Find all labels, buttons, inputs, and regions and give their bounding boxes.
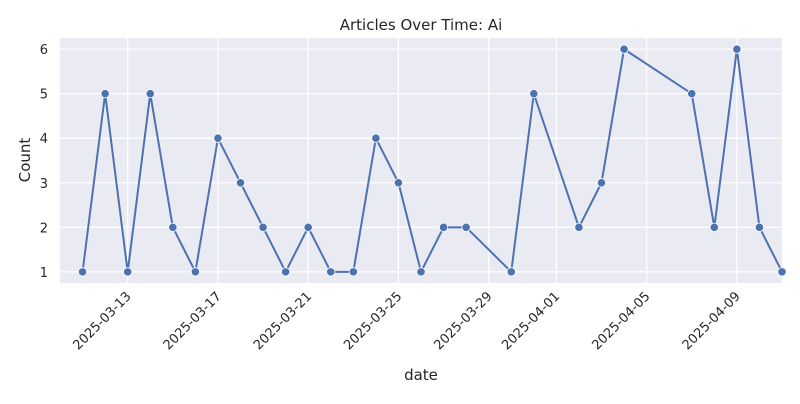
- data-point: [348, 267, 358, 277]
- data-point: [258, 222, 268, 232]
- x-tick-label: 2025-03-21: [251, 289, 315, 353]
- x-tick-label: 2025-03-17: [161, 289, 225, 353]
- data-point: [709, 222, 719, 232]
- data-point: [371, 133, 381, 143]
- data-point: [687, 89, 697, 99]
- x-tick-label: 2025-04-01: [499, 289, 563, 353]
- data-point: [168, 222, 178, 232]
- data-point: [190, 267, 200, 277]
- x-tick-label: 2025-03-13: [70, 289, 134, 353]
- data-point: [416, 267, 426, 277]
- data-point: [461, 222, 471, 232]
- data-point: [393, 178, 404, 188]
- series-line: [81, 47, 783, 276]
- data-point: [281, 267, 291, 277]
- chart-title: Articles Over Time: Ai: [340, 16, 503, 34]
- data-point: [303, 222, 313, 232]
- data-point: [529, 89, 539, 99]
- y-tick-labels: 1 2 3 4 5 6: [40, 43, 48, 281]
- y-tick-label: 5: [40, 88, 48, 103]
- y-tick-label: 1: [40, 266, 48, 281]
- y-tick-label: 4: [40, 132, 48, 147]
- data-point: [754, 222, 765, 232]
- y-axis-label: Count: [16, 138, 34, 183]
- data-point: [506, 267, 516, 277]
- y-tick-label: 6: [40, 43, 48, 58]
- x-axis-label: date: [404, 366, 438, 384]
- x-tick-label: 2025-03-29: [431, 289, 495, 353]
- data-point: [619, 44, 629, 54]
- x-tick-labels: 2025-03-13 2025-03-17 2025-03-21 2025-03-25…: [70, 289, 743, 353]
- data-point: [213, 133, 223, 143]
- data-point: [235, 178, 246, 188]
- data-point: [438, 222, 449, 232]
- data-point: [732, 44, 742, 54]
- data-point: [145, 89, 155, 99]
- x-tick-label: 2025-04-05: [589, 289, 653, 353]
- data-point: [326, 267, 336, 277]
- data-point: [777, 267, 787, 277]
- plot-background: [60, 38, 782, 283]
- data-point: [574, 222, 584, 232]
- data-points: [77, 44, 787, 277]
- data-point: [77, 267, 88, 277]
- y-tick-label: 2: [40, 221, 48, 236]
- y-tick-label: 3: [40, 177, 48, 192]
- data-point: [100, 89, 110, 99]
- x-tick-label: 2025-03-25: [341, 289, 405, 353]
- x-tick-label: 2025-04-09: [680, 289, 744, 353]
- data-point: [596, 178, 607, 188]
- data-point: [123, 267, 133, 277]
